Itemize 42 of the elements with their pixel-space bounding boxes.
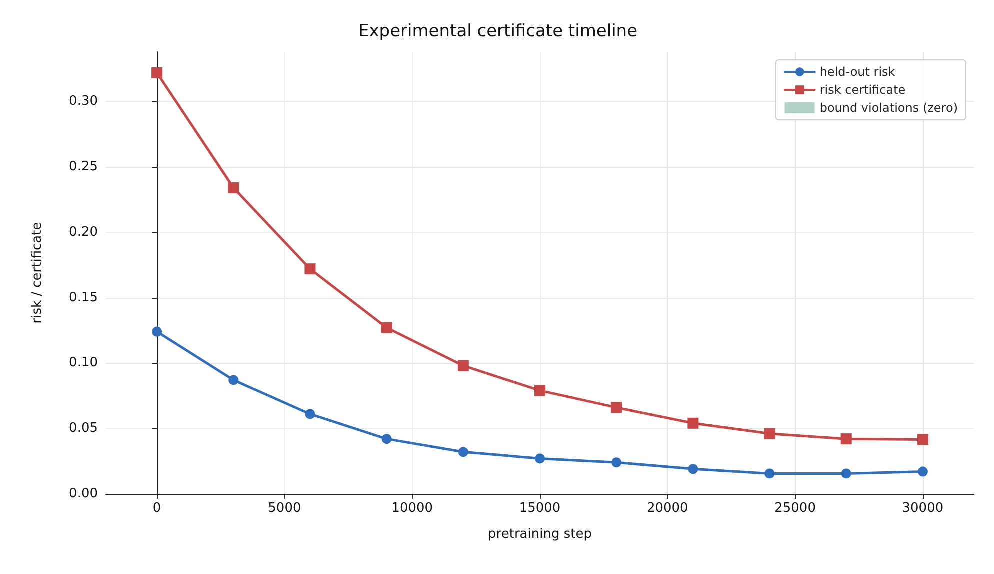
point [381, 322, 392, 334]
x-tick-label: 0 [152, 501, 162, 516]
point [688, 418, 699, 429]
point [534, 385, 546, 396]
point [152, 67, 163, 78]
point [382, 434, 392, 444]
point [764, 428, 776, 440]
point [612, 458, 622, 468]
x-tick-label: 30000 [902, 501, 944, 516]
x-tick-label: 20000 [646, 501, 688, 516]
x-tick-label: 10000 [392, 501, 434, 516]
y-axis-title: risk / certificate [30, 222, 45, 324]
point [458, 447, 468, 458]
point [458, 360, 469, 372]
point [535, 454, 545, 464]
point [918, 466, 928, 477]
y-tick-label: 0.00 [69, 486, 98, 502]
y-tick-label: 0.05 [69, 421, 98, 436]
point [304, 264, 316, 275]
legend-label: bound violations (zero) [820, 101, 958, 115]
y-tick-label: 0.15 [69, 290, 98, 306]
x-axis-title: pretraining step [488, 527, 592, 542]
x-tick-label: 5000 [268, 501, 302, 516]
y-tick-label: 0.25 [69, 160, 98, 175]
point [917, 434, 928, 446]
legend-label: held-out risk [820, 65, 896, 79]
y-tick-label: 0.20 [69, 224, 98, 240]
x-tick-label: 25000 [774, 501, 816, 516]
point [152, 326, 162, 337]
point [305, 409, 316, 420]
x-tick-label: 15000 [519, 501, 561, 516]
point [228, 375, 239, 386]
point [611, 402, 622, 414]
legend-label: risk certificate [820, 83, 906, 97]
point [840, 434, 852, 445]
point [688, 464, 698, 474]
point [228, 182, 240, 194]
chart-title: Experimental certificate timeline [358, 22, 638, 42]
y-tick-label: 0.10 [69, 356, 98, 371]
point [841, 468, 852, 479]
y-tick-label: 0.30 [69, 94, 98, 110]
point [764, 468, 775, 479]
